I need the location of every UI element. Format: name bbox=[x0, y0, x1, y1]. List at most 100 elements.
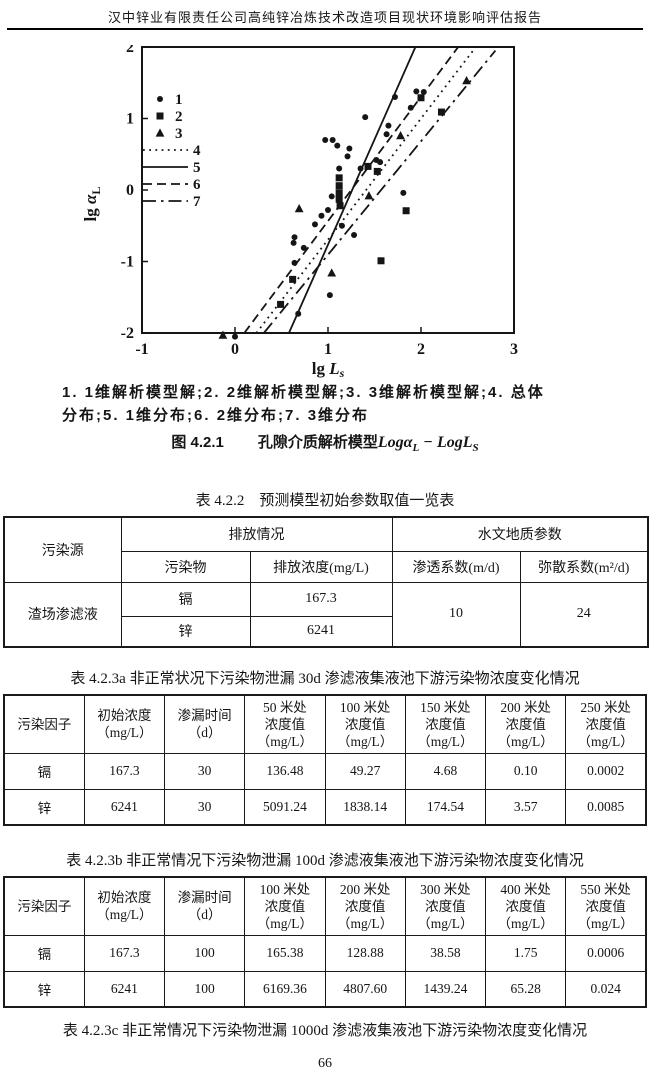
cell: 1.75 bbox=[484, 934, 567, 972]
legend-label: 3 bbox=[175, 126, 183, 142]
figure-caption-line1: 1. 1维解析模型解;2. 2维解析模型解;3. 3维解析模型解;4. 总体 bbox=[62, 384, 545, 401]
model-line-4 bbox=[255, 46, 477, 334]
table-row: 锌 6241 30 5091.24 1838.14 174.54 3.57 0.… bbox=[3, 788, 647, 826]
column-header-pollutant: 污染物 bbox=[120, 550, 251, 583]
column-header: 550 米处 浓度值 （mg/L） bbox=[565, 876, 647, 936]
column-header: 250 米处 浓度值 （mg/L） bbox=[565, 694, 647, 754]
cell: 30 bbox=[163, 788, 246, 826]
cell: 0.0085 bbox=[565, 788, 647, 826]
x-axis-label: lg Ls bbox=[312, 359, 345, 380]
cell: 6169.36 bbox=[244, 970, 326, 1008]
column-header: 200 米处 浓度值 （mg/L） bbox=[484, 694, 567, 754]
column-header: 200 米处 浓度值 （mg/L） bbox=[324, 876, 406, 936]
cell: 38.58 bbox=[404, 934, 487, 972]
x-tick-label: -1 bbox=[135, 341, 148, 358]
column-header-source: 污染源 bbox=[3, 516, 122, 583]
column-header-dispersion: 弥散系数(m²/d) bbox=[519, 550, 649, 583]
cell: 0.10 bbox=[484, 752, 567, 790]
cell: 65.28 bbox=[484, 970, 567, 1008]
cell: 4807.60 bbox=[324, 970, 406, 1008]
cell: 0.0006 bbox=[565, 934, 647, 972]
y-tick-label: 1 bbox=[126, 111, 134, 128]
column-header: 初始浓度 （mg/L） bbox=[83, 694, 166, 754]
column-header: 渗漏时间 （d） bbox=[163, 694, 246, 754]
cell-pollutant: 锌 bbox=[120, 615, 251, 648]
cell: 128.88 bbox=[324, 934, 406, 972]
column-header: 400 米处 浓度值 （mg/L） bbox=[484, 876, 567, 936]
figure-title: 图 4.2.1 孔隙介质解析模型LogαL − LogLS bbox=[0, 431, 650, 454]
legend-label: 4 bbox=[193, 143, 201, 159]
table-4-2-3a: 污染因子 初始浓度 （mg/L） 渗漏时间 （d） 50 米处 浓度值 （mg/… bbox=[3, 694, 647, 826]
group-header-emission: 排放情况 bbox=[120, 516, 393, 552]
cell: 6241 bbox=[83, 788, 166, 826]
figure-title-text: 孔隙介质解析模型 bbox=[257, 434, 378, 451]
scatter-series-1 bbox=[232, 88, 427, 340]
table-row: 镉 167.3 100 165.38 128.88 38.58 1.75 0.0… bbox=[3, 934, 647, 972]
cell: 镉 bbox=[3, 752, 85, 790]
y-tick-label: 0 bbox=[126, 182, 134, 199]
legend-label: 5 bbox=[193, 160, 201, 176]
model-line-7 bbox=[263, 50, 497, 334]
table-4-2-3a-title: 表 4.2.3a 非正常状况下污染物泄漏 30d 渗滤液集液池下游污染物浓度变化… bbox=[70, 671, 580, 687]
cell: 1838.14 bbox=[324, 788, 406, 826]
legend-label: 6 bbox=[193, 177, 201, 193]
x-tick-label: 3 bbox=[510, 341, 518, 358]
table-4-2-3c-title: 表 4.2.3c 非正常情况下污染物泄漏 1000d 渗滤液集液池下游污染物浓度… bbox=[62, 1023, 588, 1039]
figure-legend-caption: 1. 1维解析模型解;2. 2维解析模型解;3. 3维解析模型解;4. 总体 分… bbox=[62, 381, 594, 427]
column-header: 300 米处 浓度值 （mg/L） bbox=[404, 876, 487, 936]
column-header-concentration: 排放浓度(mg/L) bbox=[249, 550, 393, 583]
cell-concentration: 167.3 bbox=[249, 581, 393, 617]
cell: 4.68 bbox=[404, 752, 487, 790]
cell-concentration: 6241 bbox=[249, 615, 393, 648]
table-4-2-3b: 污染因子 初始浓度 （mg/L） 渗漏时间 （d） 100 米处 浓度值 （mg… bbox=[3, 876, 647, 1008]
cell-dispersion: 24 bbox=[519, 581, 649, 648]
column-header-permeability: 渗透系数(m/d) bbox=[391, 550, 521, 583]
y-axis-label: lg αL bbox=[82, 187, 103, 222]
cell: 165.38 bbox=[244, 934, 326, 972]
figure-4-2-1-chart: -1 0 1 2 3 -2 -1 0 1 2 lg Ls lg αL 1 2 3 4 5 6 7 bbox=[81, 39, 562, 380]
report-header: 汉中锌业有限责任公司高纯锌冶炼技术改造项目现状环境影响评估报告 bbox=[107, 10, 542, 25]
figure-formula: LogαL − LogLS bbox=[377, 434, 479, 455]
cell: 30 bbox=[163, 752, 246, 790]
cell: 锌 bbox=[3, 788, 85, 826]
column-header: 100 米处 浓度值 （mg/L） bbox=[244, 876, 326, 936]
figure-caption-line2: 分布;5. 1维分布;6. 2维分布;7. 3维分布 bbox=[62, 407, 370, 424]
page-number: 66 bbox=[318, 1056, 332, 1071]
legend-label: 1 bbox=[175, 92, 183, 108]
cell: 1439.24 bbox=[404, 970, 487, 1008]
scatter-series-3 bbox=[218, 76, 471, 339]
legend-label: 7 bbox=[193, 194, 201, 210]
cell: 136.48 bbox=[244, 752, 326, 790]
table-4-2-2: 污染源 排放情况 水文地质参数 污染物 排放浓度(mg/L) 渗透系数(m/d)… bbox=[3, 516, 649, 648]
cell: 锌 bbox=[3, 970, 85, 1008]
cell: 6241 bbox=[83, 970, 166, 1008]
column-header: 污染因子 bbox=[3, 694, 85, 754]
x-tick-label: 1 bbox=[324, 341, 332, 358]
model-line-5 bbox=[288, 46, 417, 334]
y-tick-label: -2 bbox=[121, 325, 134, 342]
x-tick-label: 2 bbox=[417, 341, 425, 358]
cell: 5091.24 bbox=[244, 788, 326, 826]
cell: 174.54 bbox=[404, 788, 487, 826]
figure-number: 图 4.2.1 bbox=[171, 434, 224, 451]
cell: 镉 bbox=[3, 934, 85, 972]
column-header: 50 米处 浓度值 （mg/L） bbox=[244, 694, 326, 754]
cell: 0.024 bbox=[565, 970, 647, 1008]
cell-permeability: 10 bbox=[391, 581, 521, 648]
cell-source: 渣场渗滤液 bbox=[3, 581, 122, 648]
cell: 3.57 bbox=[484, 788, 567, 826]
cell: 0.0002 bbox=[565, 752, 647, 790]
column-header: 150 米处 浓度值 （mg/L） bbox=[404, 694, 487, 754]
y-tick-label: -1 bbox=[121, 254, 134, 271]
group-header-hydrogeology: 水文地质参数 bbox=[391, 516, 649, 552]
column-header: 污染因子 bbox=[3, 876, 85, 936]
column-header: 初始浓度 （mg/L） bbox=[83, 876, 166, 936]
table-4-2-2-title: 表 4.2.2 预测模型初始参数取值一览表 bbox=[195, 493, 455, 509]
table-4-2-3b-title: 表 4.2.3b 非正常情况下污染物泄漏 100d 渗滤液集液池下游污染物浓度变… bbox=[66, 853, 584, 869]
cell: 167.3 bbox=[83, 934, 166, 972]
legend-label: 2 bbox=[175, 109, 183, 125]
header-divider bbox=[7, 28, 643, 30]
